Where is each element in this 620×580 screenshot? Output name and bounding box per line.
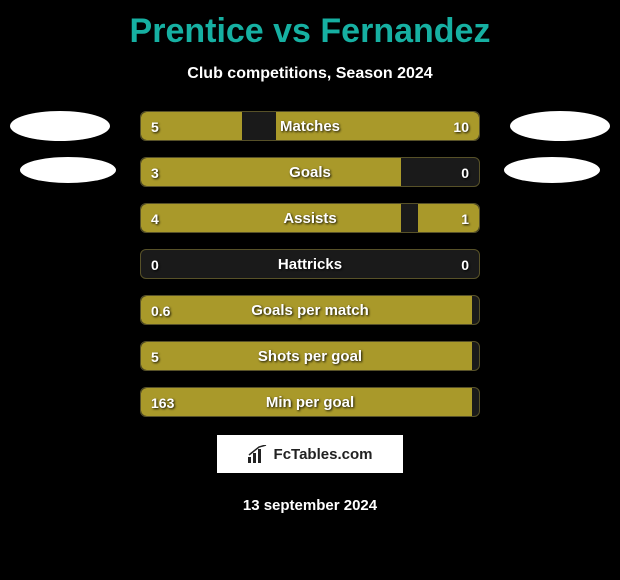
- subtitle: Club competitions, Season 2024: [0, 65, 620, 83]
- page-title: Prentice vs Fernandez: [0, 0, 620, 51]
- stat-row: 510Matches: [0, 111, 620, 141]
- value-right: 0: [461, 250, 469, 279]
- bar-track: 5Shots per goal: [140, 341, 480, 371]
- date-label: 13 september 2024: [0, 497, 620, 514]
- value-left: 0: [151, 250, 159, 279]
- bar-track: 0 0Hattricks: [140, 249, 480, 279]
- stat-row: 0 0Hattricks: [0, 249, 620, 279]
- comparison-chart: 510Matches30Goals41Assists00Hattricks0.6…: [0, 111, 620, 417]
- chart-icon: [248, 445, 268, 463]
- bar-left: [141, 296, 472, 324]
- value-left: 3: [151, 158, 159, 187]
- bar-track: 163Min per goal: [140, 387, 480, 417]
- value-right: 10: [453, 112, 469, 141]
- stat-label: Hattricks: [141, 250, 479, 279]
- stat-row: 0.6Goals per match: [0, 295, 620, 325]
- bar-left: [141, 204, 401, 232]
- value-left: 5: [151, 342, 159, 371]
- stat-row: 30Goals: [0, 157, 620, 187]
- stat-row: 163Min per goal: [0, 387, 620, 417]
- bar-track: 0.6Goals per match: [140, 295, 480, 325]
- stat-row: 5Shots per goal: [0, 341, 620, 371]
- value-left: 5: [151, 112, 159, 141]
- bar-track: 41Assists: [140, 203, 480, 233]
- bar-track: 510Matches: [140, 111, 480, 141]
- value-right: 1: [461, 204, 469, 233]
- bar-left: [141, 342, 472, 370]
- value-right: 0: [461, 158, 469, 187]
- bar-right: [418, 204, 479, 232]
- bar-left: [141, 388, 472, 416]
- bar-track: 30Goals: [140, 157, 480, 187]
- stat-row: 41Assists: [0, 203, 620, 233]
- bar-left: [141, 158, 401, 186]
- source-label: FcTables.com: [274, 446, 373, 463]
- value-left: 0.6: [151, 296, 170, 325]
- source-badge: FcTables.com: [215, 433, 405, 475]
- value-left: 163: [151, 388, 174, 417]
- bar-right: [276, 112, 479, 140]
- value-left: 4: [151, 204, 159, 233]
